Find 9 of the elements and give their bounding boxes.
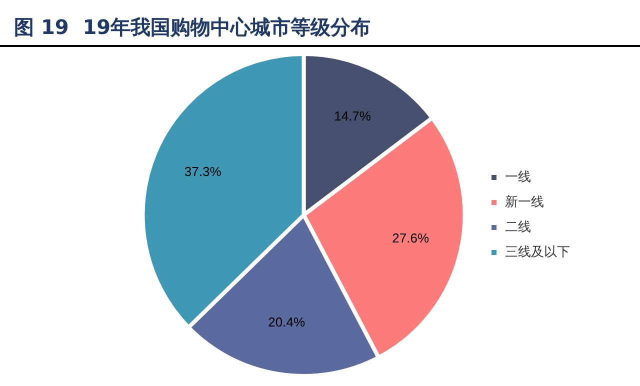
data-label: 37.3% [184, 164, 222, 180]
chart-title: 图 19 19年我国购物中心城市等级分布 [14, 14, 372, 41]
legend-label: 三线及以下 [505, 244, 570, 260]
data-label: 14.7% [334, 108, 372, 124]
legend-label: 二线 [505, 220, 531, 235]
legend-label: 新一线 [505, 194, 544, 210]
data-label: 20.4% [268, 314, 306, 330]
data-label: 27.6% [392, 230, 430, 246]
legend-label: 一线 [505, 170, 531, 185]
